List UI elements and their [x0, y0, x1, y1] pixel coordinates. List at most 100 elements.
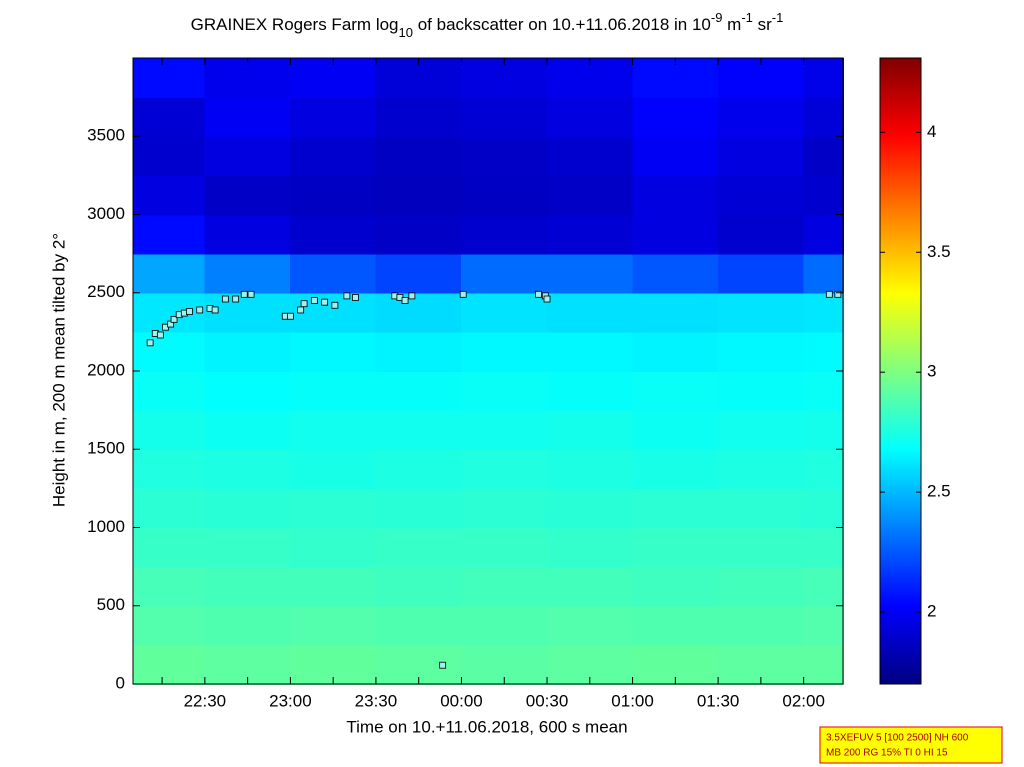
heatmap-cell: [717, 331, 805, 372]
y-tick-label: 1500: [87, 439, 125, 458]
heatmap-cell: [717, 253, 805, 294]
cloud-base-marker: [310, 297, 318, 304]
heatmap-cell: [546, 136, 634, 177]
colorbar-tick-label: 2: [927, 602, 936, 621]
heatmap-cell: [290, 566, 377, 607]
y-tick-label: 3500: [87, 126, 125, 145]
heatmap-cell: [204, 409, 292, 450]
cloud-base-marker: [825, 290, 833, 298]
heatmap-cell: [632, 96, 719, 137]
x-tick-label: 00:00: [440, 691, 483, 710]
heatmap-cell: [803, 292, 844, 333]
heatmap-cell: [290, 409, 377, 450]
heatmap-cell: [803, 136, 844, 177]
cloud-base-marker: [535, 290, 542, 298]
heatmap-cell: [375, 449, 463, 490]
cloud-base-marker: [408, 292, 416, 300]
heatmap-cell: [132, 331, 206, 372]
heatmap-cell: [461, 136, 548, 177]
title-part: m: [722, 15, 741, 34]
heatmap-cell: [717, 566, 805, 607]
cloud-base-marker: [186, 308, 193, 315]
heatmap-cell: [375, 96, 463, 137]
heatmap-cell: [632, 136, 719, 177]
heatmap-cell: [717, 214, 805, 255]
colorbar-tick-label: 3: [927, 362, 936, 381]
heatmap-cell: [803, 253, 844, 294]
annotation-line: MB 200 RG 15% TI 0 HI 15: [826, 748, 948, 759]
heatmap-cell: [204, 370, 292, 411]
heatmap-cell: [290, 96, 377, 137]
cloud-base-marker: [331, 301, 339, 309]
heatmap-cell: [290, 527, 377, 568]
heatmap-cell: [717, 292, 805, 333]
heatmap-cell: [803, 331, 844, 372]
chart-title: GRAINEX Rogers Farm log10 of backscatter…: [191, 10, 784, 40]
y-tick-label: 3000: [87, 204, 125, 223]
cloud-base-marker: [146, 339, 154, 347]
heatmap-cell: [204, 566, 292, 607]
heatmap-cell: [632, 175, 719, 216]
heatmap-cell: [204, 449, 292, 490]
heatmap-cell: [632, 449, 719, 490]
cloud-base-marker: [300, 300, 308, 308]
heatmap-cell: [290, 136, 377, 177]
heatmap-cell: [290, 449, 377, 490]
heatmap-cell: [290, 605, 377, 646]
heatmap-cell: [546, 253, 634, 294]
annotation-box: [819, 726, 1003, 764]
heatmap-cell: [803, 644, 844, 685]
cloud-base-marker: [247, 290, 255, 298]
heatmap-cell: [132, 644, 206, 685]
y-tick-label: 2000: [87, 360, 125, 379]
heatmap-cell: [461, 488, 548, 529]
heatmap-cell: [632, 331, 719, 372]
heatmap-cell: [461, 566, 548, 607]
y-tick-label: 1000: [87, 517, 125, 536]
x-tick-label: 23:30: [355, 691, 398, 710]
x-tick-label: 22:30: [184, 691, 227, 710]
heatmap-cell: [803, 449, 844, 490]
cloud-base-marker: [232, 295, 240, 303]
heatmap-cell: [632, 409, 719, 450]
cloud-base-marker: [196, 306, 204, 314]
heatmap-cell: [632, 488, 719, 529]
cloud-base-marker: [221, 295, 229, 303]
heatmap-cell: [803, 175, 844, 216]
colorbar-tick-label: 2.5: [927, 482, 951, 501]
heatmap-cell: [461, 253, 548, 294]
heatmap-cell: [375, 527, 463, 568]
title-part: sr: [753, 15, 772, 34]
heatmap-cell: [546, 527, 634, 568]
heatmap-cell: [803, 605, 844, 646]
heatmap-cell: [375, 136, 463, 177]
heatmap-cell: [546, 409, 634, 450]
heatmap-cell: [461, 175, 548, 216]
colorbar: [879, 57, 922, 685]
heatmap-cell: [461, 292, 548, 333]
cloud-base-marker: [211, 306, 219, 314]
heatmap-cell: [132, 449, 206, 490]
heatmap-cell: [632, 527, 719, 568]
heatmap-cell: [546, 488, 634, 529]
x-tick-label: 00:30: [526, 691, 569, 710]
heatmap-cell: [290, 175, 377, 216]
heatmap-cell: [132, 253, 206, 294]
heatmap-cell: [546, 370, 634, 411]
heatmap-cell: [375, 214, 463, 255]
heatmap-cell: [632, 370, 719, 411]
heatmap-cell: [632, 605, 719, 646]
y-tick-label: 500: [97, 595, 125, 614]
heatmap-cell: [632, 566, 719, 607]
heatmap-cell: [204, 214, 292, 255]
cloud-base-marker: [543, 295, 551, 303]
cloud-base-marker: [343, 292, 351, 300]
title-part: -1: [741, 10, 753, 25]
x-tick-label: 02:00: [782, 691, 825, 710]
cloud-base-marker: [459, 290, 467, 298]
heatmap-cell: [803, 488, 844, 529]
heatmap-cell: [132, 136, 206, 177]
cloud-base-marker: [170, 315, 178, 323]
cloud-base-marker: [156, 331, 164, 339]
cloud-base-marker: [439, 661, 447, 669]
